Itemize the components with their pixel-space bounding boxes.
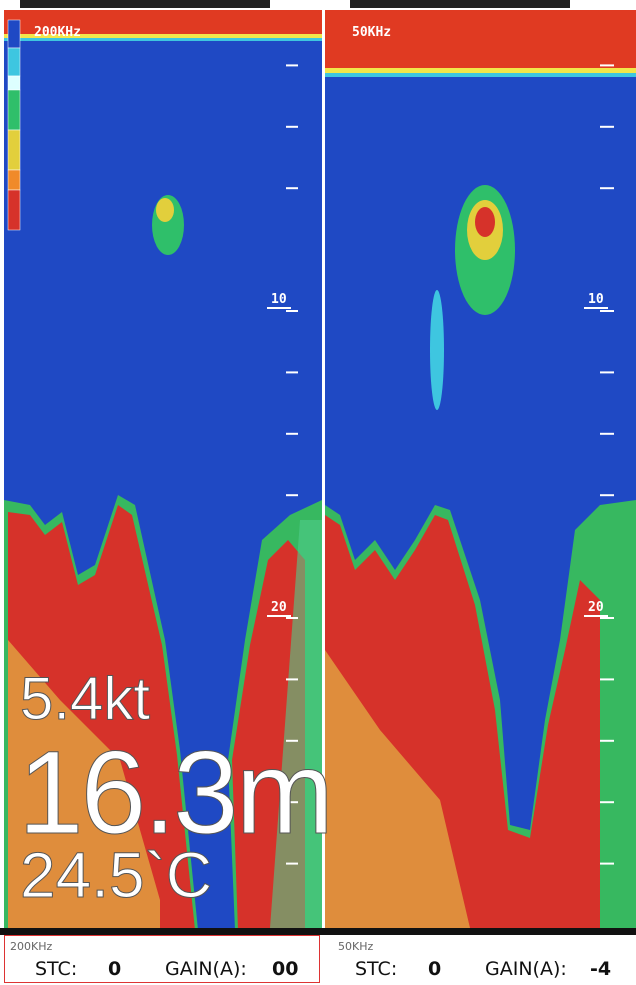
speed-readout: 5.4kt	[20, 664, 150, 733]
status-frequency: 50KHz	[338, 940, 373, 953]
right-panel	[325, 10, 636, 928]
color-swatch	[8, 130, 20, 170]
surface-edge	[325, 68, 636, 73]
gain-label: GAIN(A):	[165, 958, 247, 980]
frequency-label: 200KHz	[34, 25, 81, 40]
depth-label: 10	[267, 292, 291, 309]
color-swatch	[8, 90, 20, 130]
color-swatch	[8, 170, 20, 190]
frequency-label: 50KHz	[352, 25, 391, 40]
gain-label: GAIN(A):	[485, 958, 567, 980]
stc-label: STC:	[355, 958, 397, 980]
top-bar	[350, 0, 570, 8]
color-swatch	[8, 190, 20, 230]
depth-label: 20	[267, 600, 291, 617]
top-bar	[20, 0, 270, 8]
fish-school	[430, 290, 444, 410]
color-swatch	[8, 48, 20, 76]
gain-value: -4	[590, 958, 611, 980]
page: 200KHz 50KHz 10 20 10 20 5.4kt 16.3m 24.…	[0, 0, 636, 985]
bottom-bar	[0, 928, 636, 935]
fish-school	[475, 207, 495, 237]
status-frequency: 200KHz	[10, 940, 52, 953]
fish-school	[156, 198, 174, 222]
temperature-readout: 24.5`C	[20, 838, 212, 912]
surface-edge	[325, 73, 636, 77]
color-swatch	[8, 76, 20, 90]
color-scale	[8, 20, 20, 230]
depth-label: 20	[584, 600, 608, 617]
color-swatch	[8, 20, 20, 48]
stc-value: 0	[428, 958, 441, 980]
stc-label: STC:	[35, 958, 77, 980]
gain-value: 00	[272, 958, 298, 980]
stc-value: 0	[108, 958, 121, 980]
depth-label: 10	[584, 292, 608, 309]
